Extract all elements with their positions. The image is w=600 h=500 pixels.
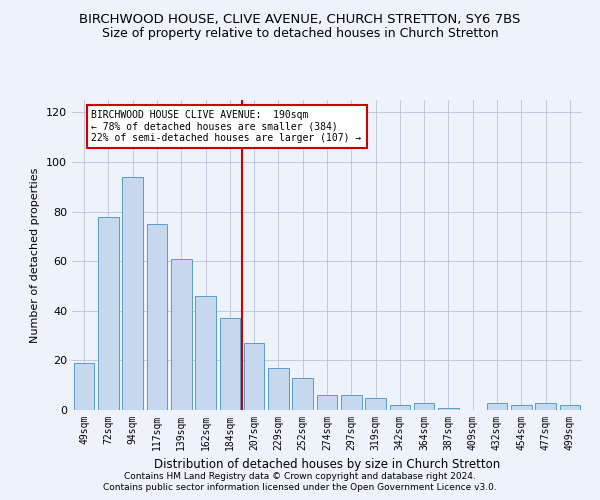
Y-axis label: Number of detached properties: Number of detached properties — [31, 168, 40, 342]
Text: BIRCHWOOD HOUSE, CLIVE AVENUE, CHURCH STRETTON, SY6 7BS: BIRCHWOOD HOUSE, CLIVE AVENUE, CHURCH ST… — [79, 12, 521, 26]
Text: Size of property relative to detached houses in Church Stretton: Size of property relative to detached ho… — [101, 28, 499, 40]
Bar — [535, 402, 556, 410]
Bar — [511, 405, 532, 410]
Bar — [438, 408, 459, 410]
Bar — [98, 216, 119, 410]
Bar — [122, 177, 143, 410]
Bar — [317, 395, 337, 410]
X-axis label: Distribution of detached houses by size in Church Stretton: Distribution of detached houses by size … — [154, 458, 500, 471]
Bar — [365, 398, 386, 410]
Text: Contains public sector information licensed under the Open Government Licence v3: Contains public sector information licen… — [103, 484, 497, 492]
Bar — [268, 368, 289, 410]
Text: BIRCHWOOD HOUSE CLIVE AVENUE:  190sqm
← 78% of detached houses are smaller (384): BIRCHWOOD HOUSE CLIVE AVENUE: 190sqm ← 7… — [91, 110, 362, 143]
Bar — [171, 258, 191, 410]
Bar — [146, 224, 167, 410]
Bar — [487, 402, 508, 410]
Text: Contains HM Land Registry data © Crown copyright and database right 2024.: Contains HM Land Registry data © Crown c… — [124, 472, 476, 481]
Bar — [220, 318, 240, 410]
Bar — [195, 296, 216, 410]
Bar — [389, 405, 410, 410]
Bar — [292, 378, 313, 410]
Bar — [74, 363, 94, 410]
Bar — [414, 402, 434, 410]
Bar — [244, 343, 265, 410]
Bar — [341, 395, 362, 410]
Bar — [560, 405, 580, 410]
